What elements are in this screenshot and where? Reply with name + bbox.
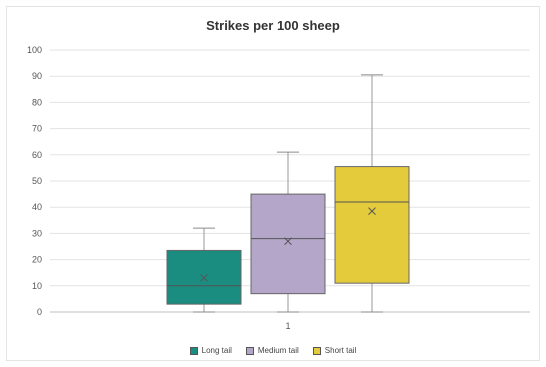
legend: Long tail Medium tail Short tail — [0, 346, 546, 355]
y-tick-label: 70 — [32, 124, 42, 134]
y-tick-label: 20 — [32, 255, 42, 265]
medium-tail-box — [250, 193, 326, 295]
chart-frame — [6, 6, 540, 361]
y-tick-label: 80 — [32, 97, 42, 107]
y-tick-label: 50 — [32, 176, 42, 186]
y-tick-label: 100 — [27, 45, 42, 55]
y-tick-label: 40 — [32, 202, 42, 212]
legend-item: Long tail — [189, 346, 232, 355]
legend-label: Medium tail — [257, 346, 299, 355]
legend-item: Short tail — [312, 346, 357, 355]
legend-swatch — [312, 346, 321, 355]
legend-item: Medium tail — [245, 346, 299, 355]
chart-title: Strikes per 100 sheep — [206, 18, 340, 33]
legend-swatch — [189, 346, 198, 355]
legend-swatch — [245, 346, 254, 355]
x-tick-label: 1 — [285, 321, 290, 331]
medium-tail-mean-marker — [284, 237, 292, 246]
legend-label: Short tail — [324, 346, 357, 355]
y-tick-label: 10 — [32, 281, 42, 291]
short-tail-mean-marker — [368, 207, 376, 215]
short-tail-box — [334, 166, 410, 284]
y-tick-label: 90 — [32, 71, 42, 81]
y-tick-label: 60 — [32, 150, 42, 160]
y-tick-label: 30 — [32, 228, 42, 238]
long-tail-mean-marker — [200, 274, 208, 282]
y-tick-label: 0 — [37, 307, 42, 317]
legend-label: Long tail — [201, 346, 232, 355]
